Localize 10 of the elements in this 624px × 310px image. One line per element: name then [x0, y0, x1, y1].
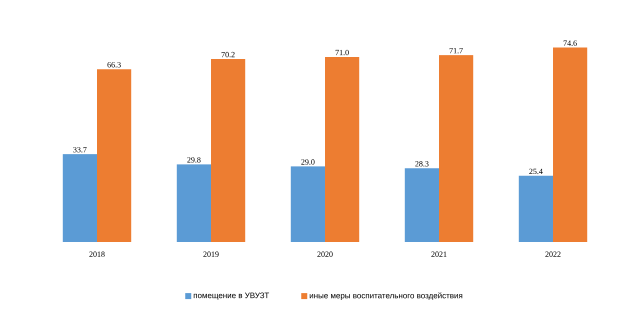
bar — [211, 59, 246, 242]
bar — [439, 55, 474, 242]
bar — [325, 56, 360, 242]
bar — [290, 166, 326, 242]
bar — [404, 168, 440, 242]
bar — [518, 176, 554, 242]
bar — [62, 154, 97, 242]
bar — [553, 48, 588, 242]
bar — [97, 69, 132, 242]
bar — [176, 164, 212, 242]
